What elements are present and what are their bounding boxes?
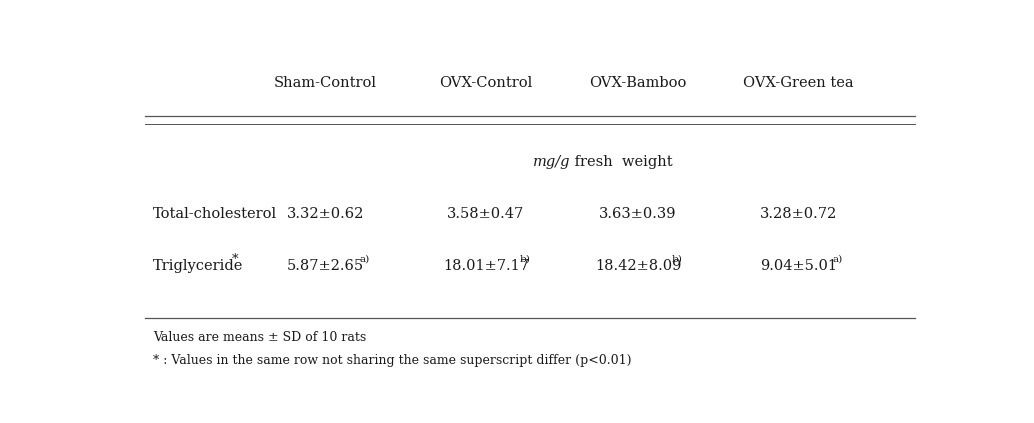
Text: OVX-Green tea: OVX-Green tea bbox=[743, 76, 854, 90]
Text: 5.87±2.65: 5.87±2.65 bbox=[287, 259, 364, 273]
Text: mg/g: mg/g bbox=[533, 154, 570, 168]
Text: Triglyceride: Triglyceride bbox=[153, 259, 244, 273]
Text: *: * bbox=[232, 253, 238, 266]
Text: 3.63±0.39: 3.63±0.39 bbox=[600, 206, 677, 221]
Text: 3.32±0.62: 3.32±0.62 bbox=[286, 206, 364, 221]
Text: Values are means ± SD of 10 rats: Values are means ± SD of 10 rats bbox=[153, 331, 366, 344]
Text: b): b) bbox=[519, 254, 530, 263]
Text: b): b) bbox=[672, 254, 682, 263]
Text: 18.01±7.17: 18.01±7.17 bbox=[443, 259, 528, 273]
Text: a): a) bbox=[832, 254, 843, 263]
Text: * : Values in the same row not sharing the same superscript differ (p<0.01): * : Values in the same row not sharing t… bbox=[153, 354, 632, 367]
Text: 9.04±5.01: 9.04±5.01 bbox=[760, 259, 837, 273]
Text: a): a) bbox=[359, 254, 369, 263]
Text: fresh  weight: fresh weight bbox=[570, 154, 673, 168]
Text: Total-cholesterol: Total-cholesterol bbox=[153, 206, 277, 221]
Text: 18.42±8.09: 18.42±8.09 bbox=[595, 259, 681, 273]
Text: OVX-Bamboo: OVX-Bamboo bbox=[589, 76, 687, 90]
Text: 3.58±0.47: 3.58±0.47 bbox=[448, 206, 524, 221]
Text: OVX-Control: OVX-Control bbox=[439, 76, 533, 90]
Text: 3.28±0.72: 3.28±0.72 bbox=[760, 206, 837, 221]
Text: Sham-Control: Sham-Control bbox=[274, 76, 377, 90]
